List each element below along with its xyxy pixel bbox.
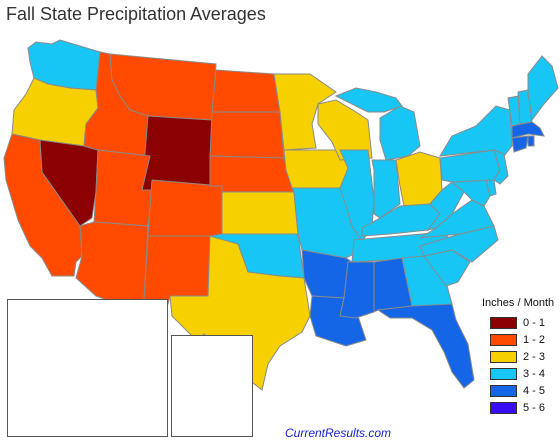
legend-swatch bbox=[490, 334, 517, 346]
legend-label: 4 - 5 bbox=[523, 385, 546, 397]
state-NY bbox=[439, 105, 513, 157]
state-MN bbox=[273, 73, 337, 151]
legend-label: 3 - 4 bbox=[523, 368, 546, 380]
legend-swatch bbox=[490, 317, 517, 329]
state-MI-lower bbox=[379, 105, 421, 161]
legend-label: 2 - 3 bbox=[523, 351, 546, 363]
state-MI-upper bbox=[334, 87, 403, 113]
legend-item: 4 - 5 bbox=[478, 383, 558, 399]
legend-label: 5 - 6 bbox=[523, 402, 546, 414]
alaska-inset-frame bbox=[7, 299, 168, 437]
state-TX bbox=[169, 235, 311, 391]
state-NE bbox=[209, 155, 295, 193]
state-WV bbox=[426, 181, 465, 231]
legend-label: 0 - 1 bbox=[523, 317, 546, 329]
legend-item: 2 - 3 bbox=[478, 349, 558, 365]
state-CT bbox=[511, 135, 529, 153]
legend-item: 0 - 1 bbox=[478, 315, 558, 331]
credit-link[interactable]: CurrentResults.com bbox=[285, 426, 392, 440]
state-SD bbox=[209, 111, 285, 159]
state-CO bbox=[147, 179, 223, 241]
legend: Inches / Month 0 - 1 1 - 2 2 - 3 3 - 4 4… bbox=[478, 297, 558, 417]
state-FL bbox=[376, 303, 475, 389]
legend-label: 1 - 2 bbox=[523, 334, 546, 346]
hawaii-inset-frame bbox=[171, 335, 253, 437]
state-KS bbox=[221, 191, 299, 235]
state-ME bbox=[527, 55, 559, 122]
legend-swatch bbox=[490, 351, 517, 363]
legend-item: 1 - 2 bbox=[478, 332, 558, 348]
legend-item: 5 - 6 bbox=[478, 400, 558, 416]
legend-item: 3 - 4 bbox=[478, 366, 558, 382]
legend-swatch bbox=[490, 368, 517, 380]
legend-swatch bbox=[490, 402, 517, 414]
map-title: Fall State Precipitation Averages bbox=[6, 4, 266, 24]
state-IL bbox=[339, 149, 375, 243]
state-NM bbox=[143, 235, 211, 305]
state-ND bbox=[211, 69, 281, 113]
state-NJ bbox=[493, 149, 509, 185]
state-RI bbox=[527, 135, 535, 147]
state-WI bbox=[317, 99, 373, 161]
legend-swatch bbox=[490, 385, 517, 397]
legend-title: Inches / Month bbox=[482, 297, 555, 309]
state-AZ bbox=[75, 221, 149, 307]
